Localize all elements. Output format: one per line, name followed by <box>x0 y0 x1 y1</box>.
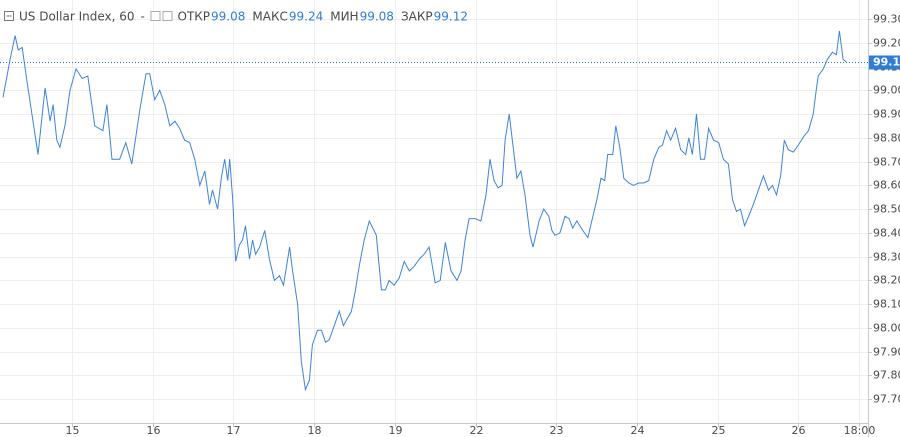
y-tick-label: 97.90 <box>873 346 900 359</box>
x-tick-label: 15 <box>66 424 80 437</box>
x-tick-label: 22 <box>470 424 484 437</box>
x-tick-label: 19 <box>389 424 403 437</box>
x-tick-label: 26 <box>792 424 806 437</box>
x-tick-label: 25 <box>712 424 726 437</box>
ohlc-values: ОТКР 99.08 МАКС 99.24 МИН 99.08 ЗАКР 99.12 <box>178 10 468 24</box>
x-tick-label: 18:00 <box>844 424 876 437</box>
ohlc-value: 99.08 <box>211 10 245 24</box>
ohlc-value: 99.24 <box>289 10 323 24</box>
y-tick-label: 97.70 <box>873 393 900 406</box>
ohlc-value: 99.08 <box>360 10 394 24</box>
ohlc-value: 99.12 <box>434 10 468 24</box>
ohlc-label: ОТКР <box>178 10 211 24</box>
y-tick-label: 98.80 <box>873 132 900 145</box>
x-tick-label: 18 <box>308 424 322 437</box>
plot-area <box>0 30 868 392</box>
y-tick-label: 98.20 <box>873 274 900 287</box>
y-tick-label: 99.20 <box>873 37 900 50</box>
x-tick-label: 17 <box>227 424 241 437</box>
x-tick-label: 24 <box>631 424 645 437</box>
y-tick-label: 98.90 <box>873 108 900 121</box>
y-tick-label: 98.70 <box>873 156 900 169</box>
y-tick-label: 98.40 <box>873 227 900 240</box>
last-price-label: 99.12 <box>873 56 900 69</box>
x-tick-label: 23 <box>550 424 564 437</box>
menu-icon[interactable]: - <box>141 10 145 24</box>
y-tick-label: 98.30 <box>873 251 900 264</box>
y-tick-label: 98.50 <box>873 203 900 216</box>
legend-header: US Dollar Index, 60 - ОТКР 99.08 МАКС 99.24… <box>4 10 468 24</box>
ohlc-label: ЗАКР <box>401 10 433 24</box>
settings-icon[interactable] <box>162 11 173 21</box>
header-icons <box>150 11 173 21</box>
y-tick-label: 97.80 <box>873 369 900 382</box>
ohlc-label: МАКС <box>252 10 287 24</box>
y-tick-label: 98.60 <box>873 179 900 192</box>
ohlc-label: МИН <box>330 10 358 24</box>
y-tick-label: 99.30 <box>873 13 900 26</box>
last-price-box <box>869 55 900 70</box>
hide-icon[interactable] <box>150 11 161 21</box>
axes: 99.3099.2099.1099.0098.9098.8098.7098.60… <box>66 13 900 437</box>
y-tick-label: 99.00 <box>873 84 900 97</box>
chart-title: US Dollar Index, 60 <box>19 10 135 24</box>
y-tick-label: 98.00 <box>873 322 900 335</box>
grid <box>0 0 868 423</box>
price-line <box>2 30 847 392</box>
y-tick-label: 98.10 <box>873 298 900 311</box>
x-tick-label: 16 <box>147 424 161 437</box>
